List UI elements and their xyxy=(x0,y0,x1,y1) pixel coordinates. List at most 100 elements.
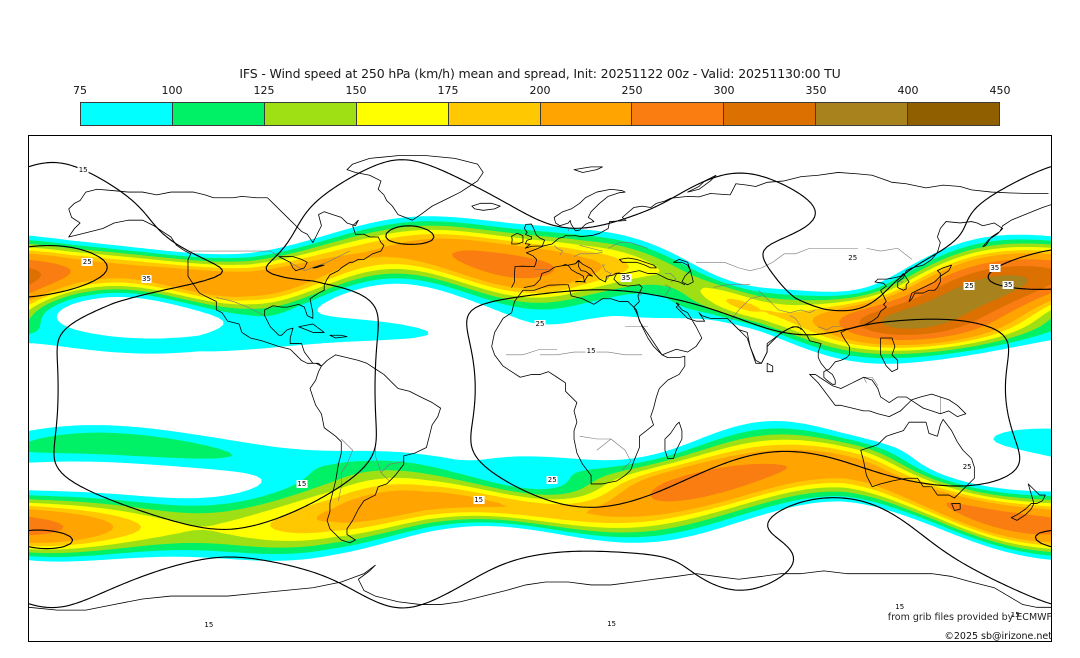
colorbar-segment-350-400 xyxy=(816,103,909,125)
coastline-path-3 xyxy=(562,260,593,283)
coastline-path-15 xyxy=(908,264,952,302)
colorbar-tick-175: 175 xyxy=(437,84,459,97)
border-path-13 xyxy=(338,438,354,501)
colorbar-segment-400-450 xyxy=(908,103,1000,125)
map-frame[interactable]: 15 25 35 35 25 15 35 25 35 25 15 25 15 25 15 15 15 15 xyxy=(28,135,1052,642)
border-path-27 xyxy=(750,247,858,271)
coastline-path-26 xyxy=(573,166,603,173)
border-path-2 xyxy=(573,252,603,257)
border-path-11 xyxy=(216,297,265,316)
spread-contour-15 xyxy=(29,159,1051,609)
border-path-5 xyxy=(601,264,612,283)
wind-band-200-250 xyxy=(29,238,1051,543)
colorbar-container: 75 100 125 150 175 200 250 300 350 400 450 xyxy=(73,84,1011,126)
colorbar-tick-300: 300 xyxy=(713,84,735,97)
coastline-path-13 xyxy=(951,503,961,511)
colorbar-segment-100-125 xyxy=(172,103,265,125)
coastline-path-25 xyxy=(471,202,501,211)
contour-label-15-10: 15 xyxy=(296,479,308,488)
colorbar-tick-100: 100 xyxy=(161,84,183,97)
colorbar-tick-75: 75 xyxy=(73,84,87,97)
contour-label-25-4: 25 xyxy=(534,320,546,329)
wind-band-250-300 xyxy=(29,250,1051,536)
colorbar-tick-450: 450 xyxy=(989,84,1011,97)
coastline-path-18 xyxy=(732,323,802,364)
contour-label-15-12: 15 xyxy=(473,496,485,505)
colorbar-scale xyxy=(80,102,1000,126)
colorbar-tick-400: 400 xyxy=(897,84,919,97)
coastline-path-2 xyxy=(523,259,620,288)
coastline-path-4 xyxy=(524,223,545,249)
contour-label-25-11: 25 xyxy=(546,476,558,485)
coastline-path-22 xyxy=(673,259,694,286)
contour-label-35-3: 35 xyxy=(620,274,632,283)
border-path-4 xyxy=(608,242,648,249)
contour-label-15-0: 15 xyxy=(77,165,89,174)
coastline-path-19 xyxy=(766,362,774,373)
coastline-path-7 xyxy=(491,284,686,485)
border-path-16 xyxy=(596,438,632,471)
coastline-path-9 xyxy=(68,188,385,367)
coastline-path-11 xyxy=(309,354,441,544)
coastline-path-10 xyxy=(346,155,484,221)
colorbar-tick-125: 125 xyxy=(253,84,275,97)
contour-label-25-13: 25 xyxy=(961,463,973,472)
border-path-10 xyxy=(818,326,841,330)
spread-contour-lines xyxy=(29,159,1051,609)
border-path-14 xyxy=(375,444,382,473)
border-path-3 xyxy=(579,245,603,252)
border-path-31 xyxy=(863,376,879,386)
contour-label-15-5: 15 xyxy=(585,347,597,356)
wind-band-300-350 xyxy=(29,266,1051,335)
coastline-path-0 xyxy=(511,172,1049,288)
wind-band-350-400 xyxy=(881,275,1028,329)
coastline-path-24 xyxy=(329,334,348,339)
colorbar-segment-150-175 xyxy=(356,103,449,125)
border-path-23 xyxy=(758,290,790,313)
border-path-1 xyxy=(553,245,564,256)
colorbar-segment-300-350 xyxy=(724,103,817,125)
page-title: IFS - Wind speed at 250 hPa (km/h) mean … xyxy=(239,66,841,81)
contour-label-35-2: 35 xyxy=(141,275,152,284)
coastline-path-17 xyxy=(880,337,899,373)
colorbar-tick-350: 350 xyxy=(805,84,827,97)
colorbar-segment-175-200 xyxy=(448,103,541,125)
data-source-credit: from grib files provided by ECMWF xyxy=(887,612,1052,623)
border-path-21 xyxy=(664,284,671,297)
contour-label-35-6: 35 xyxy=(989,264,1001,273)
colorbar-segment-250-300 xyxy=(632,103,725,125)
border-path-15 xyxy=(380,461,404,482)
contour-label-35-8: 35 xyxy=(1002,281,1014,290)
colorbar-tick-250: 250 xyxy=(621,84,643,97)
contour-label-15-14: 15 xyxy=(203,620,215,629)
coastline-path-16 xyxy=(809,374,967,417)
border-path-24 xyxy=(789,315,802,327)
coastline-path-6 xyxy=(553,188,626,232)
border-path-26 xyxy=(866,247,913,260)
map-canvas[interactable] xyxy=(29,136,1051,641)
border-path-28 xyxy=(696,262,751,271)
coastline-path-5 xyxy=(511,232,524,245)
border-path-7 xyxy=(713,284,751,288)
border-path-19 xyxy=(505,348,558,356)
copyright-credit: ©2025 sb@irizone.net xyxy=(944,631,1052,642)
country-borders xyxy=(190,228,941,501)
colorbar-segment-200-250 xyxy=(540,103,633,125)
coastline-path-21 xyxy=(619,257,657,269)
contour-label-25-9: 25 xyxy=(847,253,859,262)
contour-label-15-17: 15 xyxy=(1009,610,1021,619)
contour-label-15-16: 15 xyxy=(894,603,906,612)
colorbar-tick-150: 150 xyxy=(345,84,367,97)
colorbar-tick-200: 200 xyxy=(529,84,551,97)
wind-speed-filled-contours xyxy=(29,216,1051,562)
coastline-path-29 xyxy=(312,264,325,269)
colorbar-segment-75-100 xyxy=(81,103,173,125)
border-path-8 xyxy=(729,295,762,322)
coastline-path-8 xyxy=(664,421,683,460)
colorbar-segment-125-150 xyxy=(264,103,357,125)
coastline-path-28 xyxy=(278,256,308,272)
coastline-path-23 xyxy=(298,323,325,333)
contour-label-15-15: 15 xyxy=(606,619,617,628)
border-path-9 xyxy=(789,309,816,314)
